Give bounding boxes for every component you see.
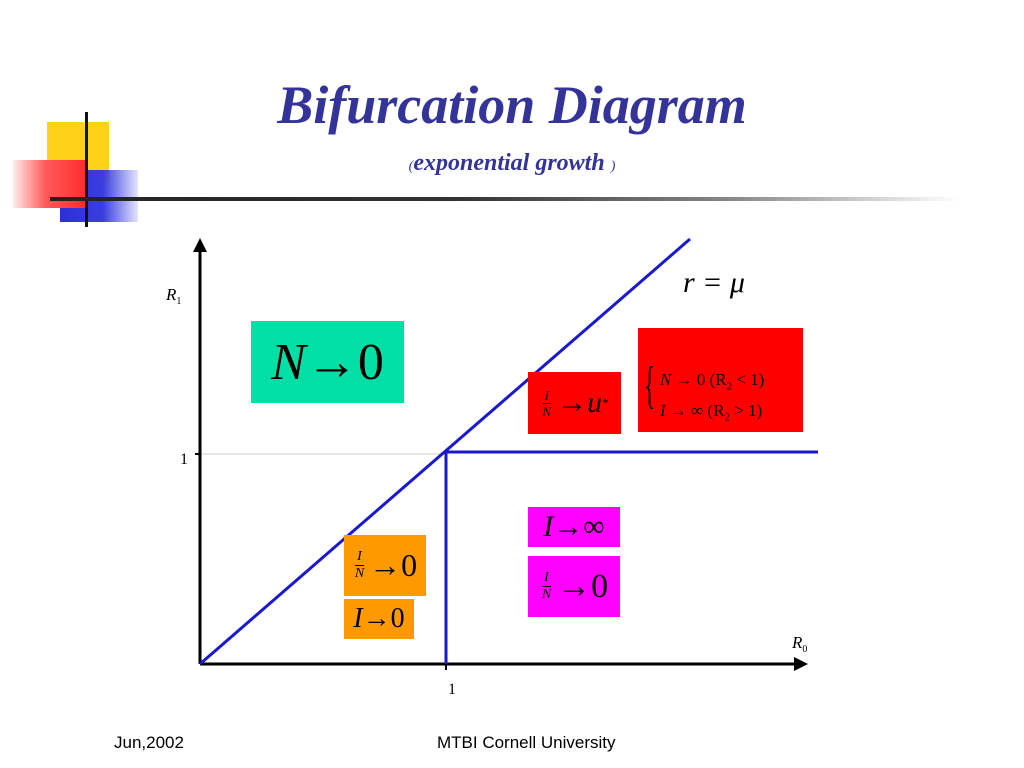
formula-rhs: ∞ bbox=[691, 401, 704, 420]
footer-organization: MTBI Cornell University bbox=[437, 733, 616, 752]
fraction-denominator: N bbox=[541, 587, 552, 602]
condition-text: (R bbox=[707, 401, 725, 420]
region-box-cases: { N → 0 (R2 < 1) I → ∞ (R2 > 1) bbox=[638, 328, 803, 432]
cases-row-2: I → ∞ (R2 > 1) bbox=[660, 401, 762, 423]
condition-subscript: 2 bbox=[724, 411, 731, 424]
y-tick-label: 1 bbox=[180, 451, 188, 468]
formula-rhs: 0 bbox=[696, 370, 706, 389]
condition-relation: > 1) bbox=[730, 401, 763, 420]
arrow-icon: → bbox=[557, 567, 592, 605]
fraction-numerator: I bbox=[542, 570, 551, 587]
title-divider-rule bbox=[50, 197, 960, 201]
x-axis-label: R0 bbox=[791, 633, 807, 655]
formula-superscript: * bbox=[602, 395, 609, 410]
slide-title: Bifurcation Diagram bbox=[277, 75, 747, 135]
line-label-r-equals-mu: r = μ bbox=[683, 266, 745, 299]
arrow-icon: → bbox=[305, 333, 358, 391]
region-box-i-to-zero: I → 0 bbox=[344, 599, 414, 639]
subtitle-close-paren: ) bbox=[610, 159, 616, 174]
formula-lhs: N bbox=[271, 333, 306, 391]
arrow-icon: → bbox=[553, 510, 584, 543]
arrow-icon: → bbox=[369, 547, 402, 583]
subtitle-text: exponential growth bbox=[413, 150, 605, 176]
logo-vertical-rule bbox=[85, 112, 88, 227]
formula-lhs: I bbox=[660, 401, 666, 420]
y-axis-label: R1 bbox=[165, 285, 181, 307]
arrow-icon: → bbox=[669, 401, 687, 420]
subtitle-open-paren: ( bbox=[408, 159, 414, 174]
condition-text: (R bbox=[709, 370, 727, 389]
fraction-numerator: I bbox=[542, 387, 551, 404]
fraction-numerator: I bbox=[355, 549, 364, 566]
fraction-denominator: N bbox=[354, 566, 365, 581]
formula-lhs: N bbox=[660, 370, 672, 389]
arrow-icon: → bbox=[675, 370, 693, 389]
left-brace-icon: { bbox=[644, 357, 656, 414]
diagonal-line-r-equals-mu bbox=[199, 237, 691, 666]
formula-lhs: I bbox=[353, 603, 363, 634]
formula-rhs: ∞ bbox=[583, 510, 605, 543]
slide-subtitle: (exponential growth ) bbox=[0, 148, 1024, 182]
condition-subscript: 2 bbox=[726, 380, 733, 393]
formula-rhs: 0 bbox=[357, 333, 384, 391]
y-axis-arrowhead bbox=[193, 238, 207, 252]
region-box-n-to-zero: N → 0 bbox=[251, 321, 404, 403]
formula-rhs: 0 bbox=[401, 547, 418, 583]
region-box-i-to-infinity: I → ∞ bbox=[528, 507, 620, 547]
x-axis-arrowhead bbox=[794, 657, 808, 671]
formula-lhs: I bbox=[543, 510, 554, 543]
condition-relation: < 1) bbox=[732, 370, 765, 389]
formula-rhs: u bbox=[587, 386, 603, 419]
footer-date: Jun,2002 bbox=[114, 733, 184, 752]
arrow-icon: → bbox=[557, 386, 588, 419]
formula-rhs: 0 bbox=[390, 603, 405, 634]
formula-rhs: 0 bbox=[591, 567, 609, 605]
fraction-denominator: N bbox=[542, 403, 552, 419]
cases-row-1: N → 0 (R2 < 1) bbox=[660, 370, 764, 392]
arrow-icon: → bbox=[362, 603, 391, 634]
x-tick-label: 1 bbox=[448, 681, 456, 698]
